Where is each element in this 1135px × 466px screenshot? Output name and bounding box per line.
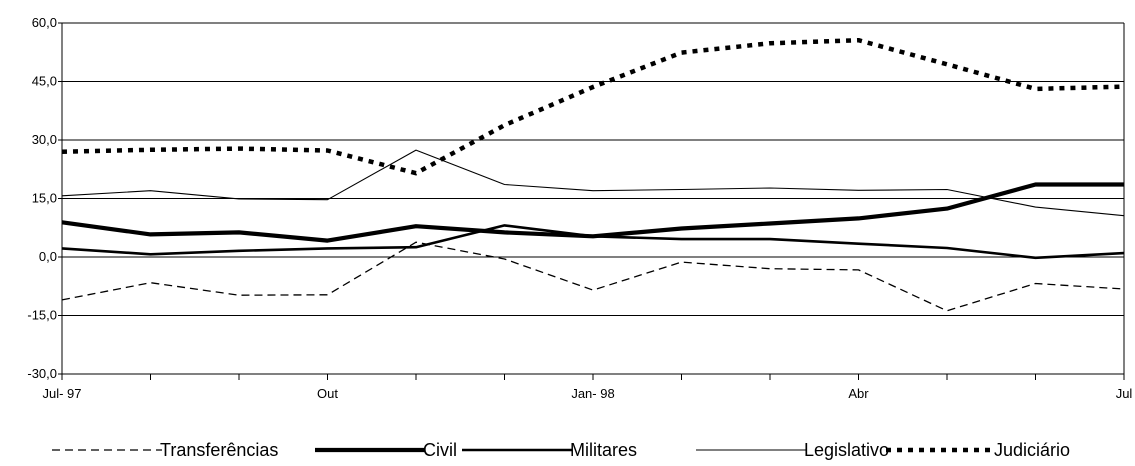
y-tick-label: -15,0	[27, 308, 57, 323]
series-line-legislativo	[61, 149, 1125, 217]
gridlines	[62, 22, 1124, 316]
series-line-judiciario	[61, 37, 1125, 176]
x-tick-label: Jul	[1116, 386, 1133, 401]
y-tick-label: -30,0	[27, 366, 57, 381]
x-tick-label: Out	[317, 386, 338, 401]
legend-label-legislativo: Legislativo	[804, 440, 889, 460]
series-line-militares	[61, 224, 1125, 260]
y-tick-label: 15,0	[32, 191, 57, 206]
y-tick-label: 30,0	[32, 132, 57, 147]
legend-label-transferencias: Transferências	[160, 440, 278, 460]
legend-label-militares: Militares	[570, 440, 637, 460]
x-tick-label: Abr	[848, 386, 869, 401]
legend: Transferências Civil Militares Legislativo J…	[52, 440, 1070, 460]
legend-label-civil: Civil	[423, 440, 457, 460]
y-tick-label: 45,0	[32, 74, 57, 89]
y-tick-label: 0,0	[39, 249, 57, 264]
x-tick-label: Jan- 98	[571, 386, 614, 401]
series-lines	[61, 37, 1125, 312]
x-tick-label: Jul- 97	[42, 386, 81, 401]
legend-label-judiciario: Judiciário	[994, 440, 1070, 460]
axes: 60,0 45,0 30,0 15,0 0,0 -15,0 -30,0 Jul- 97 Out J…	[27, 15, 1132, 401]
y-tick-label: 60,0	[32, 15, 57, 30]
